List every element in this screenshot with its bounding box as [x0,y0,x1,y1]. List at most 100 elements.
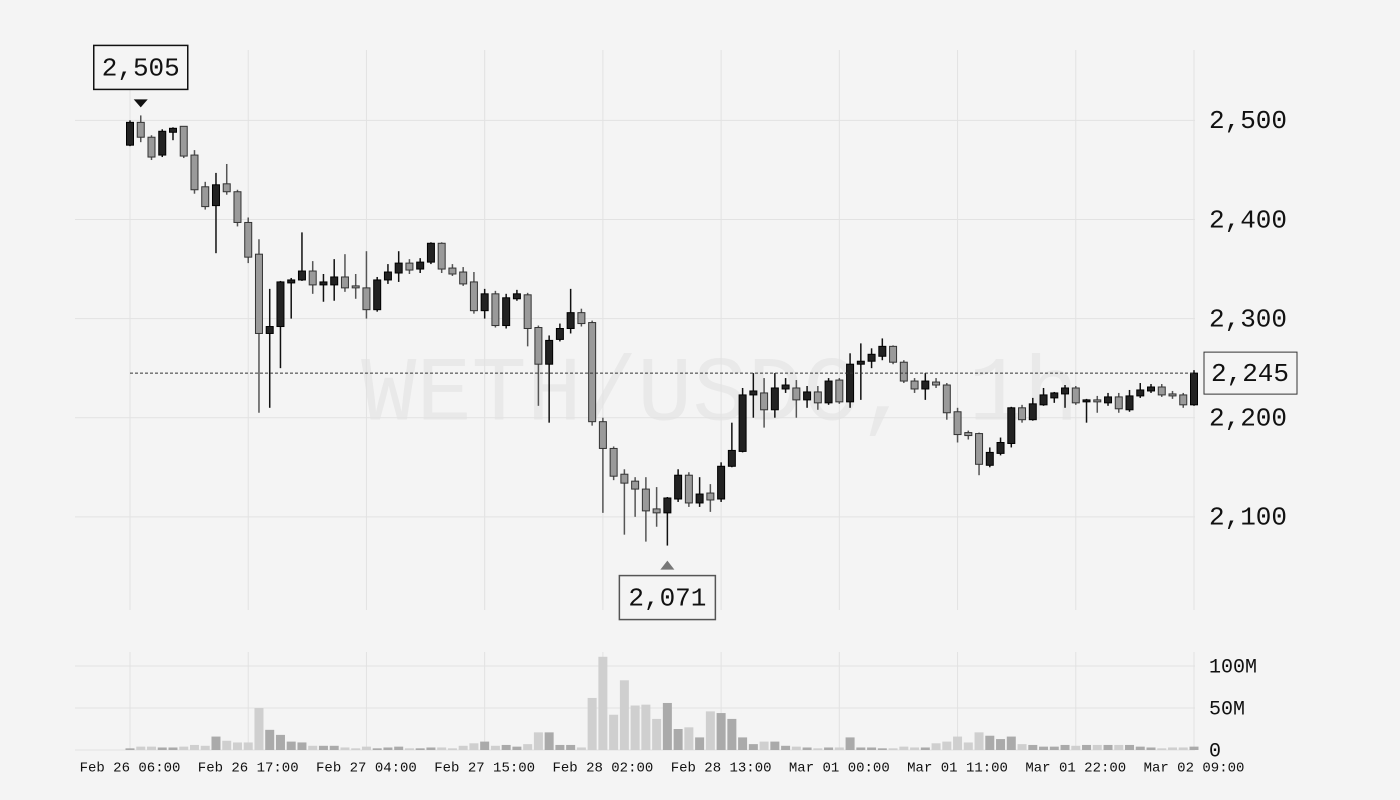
candle-body [555,328,564,340]
volume-bar [920,747,930,750]
volume-bar [867,747,877,750]
volume-bar [781,745,791,750]
candle-body [975,433,984,465]
x-tick-label: Mar 02 09:00 [1144,761,1245,777]
candle-body [373,279,382,311]
volume-bar [566,744,576,750]
volume-bar [1103,744,1113,750]
candle-body [1168,393,1177,397]
volume-bar [942,741,952,750]
candle-body [297,270,306,281]
candle-body [308,270,317,286]
y-tick-label: 2,300 [1209,304,1287,334]
candle-body [1190,372,1198,406]
candle-body [1039,394,1048,406]
candle-body [1028,403,1037,421]
candle-body [932,381,941,386]
candle-body [254,253,263,334]
candle-body [426,242,435,263]
volume-bar [490,745,500,750]
volume-bar [802,747,812,750]
candle-body [265,326,274,334]
y-tick-label: 2,400 [1209,205,1287,235]
volume-bar [469,743,479,750]
volume-bar [383,747,393,750]
volume-bar [1017,744,1027,750]
volume-bar [652,718,662,750]
candle-body [684,474,693,504]
candle-body [126,121,134,146]
candle-body [158,130,167,156]
volume-tick-label: 0 [1209,740,1221,763]
candle-body [620,473,629,484]
candle-body [469,281,478,312]
candle-body [760,392,769,411]
candle-body [921,380,930,390]
candle-body [448,267,457,275]
candle-body [276,281,285,328]
volume-bar [254,708,264,750]
candle-body [1007,407,1016,444]
volume-bar [974,732,984,750]
candle-body [738,394,747,452]
volume-bar [748,744,758,750]
candle-body [287,279,296,284]
volume-bar [1006,736,1016,750]
candle-body [362,287,371,311]
candle-body [340,276,349,289]
candle-body [394,262,403,274]
volume-bar [512,746,522,750]
candle-body [727,449,736,467]
volume-bar [738,737,748,750]
candle-body [942,384,951,414]
volume-bar [1092,744,1102,750]
x-tick-label: Feb 27 15:00 [434,761,535,777]
candle-body [222,183,231,193]
volume-bar [125,748,135,750]
volume-bar [576,747,586,750]
candle-body [319,281,328,286]
volume-bar [716,713,726,750]
volume-bar [727,718,737,750]
y-tick-label: 2,500 [1209,106,1287,136]
volume-bar [1071,745,1081,750]
high-box [92,44,189,91]
candle-body [459,271,468,285]
volume-bar [684,727,694,750]
candle-body [652,508,661,514]
last-price-label: 2,245 [1211,359,1289,389]
volume-bar [146,746,156,750]
volume-bar [673,729,683,750]
candle-body [211,184,220,207]
candle-body [405,262,414,271]
candle-body [1050,392,1059,399]
candle-body [1082,399,1091,403]
volume-bar [232,742,242,750]
candle-body [749,390,758,396]
volume-bar [458,745,468,750]
candle-body [190,154,199,191]
candle-body [502,297,511,327]
volume-bar [211,736,221,750]
candle-body [910,380,919,390]
candle-body [781,384,790,390]
volume-bar [1178,747,1188,750]
x-tick-label: Feb 26 06:00 [80,761,181,777]
volume-bar [1157,748,1167,750]
volume-bar [662,702,672,750]
watermark: WETH/USDC, 1h [361,342,1079,447]
volume-bar [759,741,769,750]
candle-body [1104,396,1113,404]
volume-bar [1146,747,1156,750]
volume-bar [447,748,457,750]
high-marker [133,99,148,108]
volume-bar [609,714,619,750]
volume-bar [910,747,920,750]
volume-bar [297,742,307,750]
volume-bar [222,740,232,750]
volume-bar [1168,747,1178,750]
x-tick-label: Feb 26 17:00 [198,761,299,777]
candle-body [545,339,554,365]
